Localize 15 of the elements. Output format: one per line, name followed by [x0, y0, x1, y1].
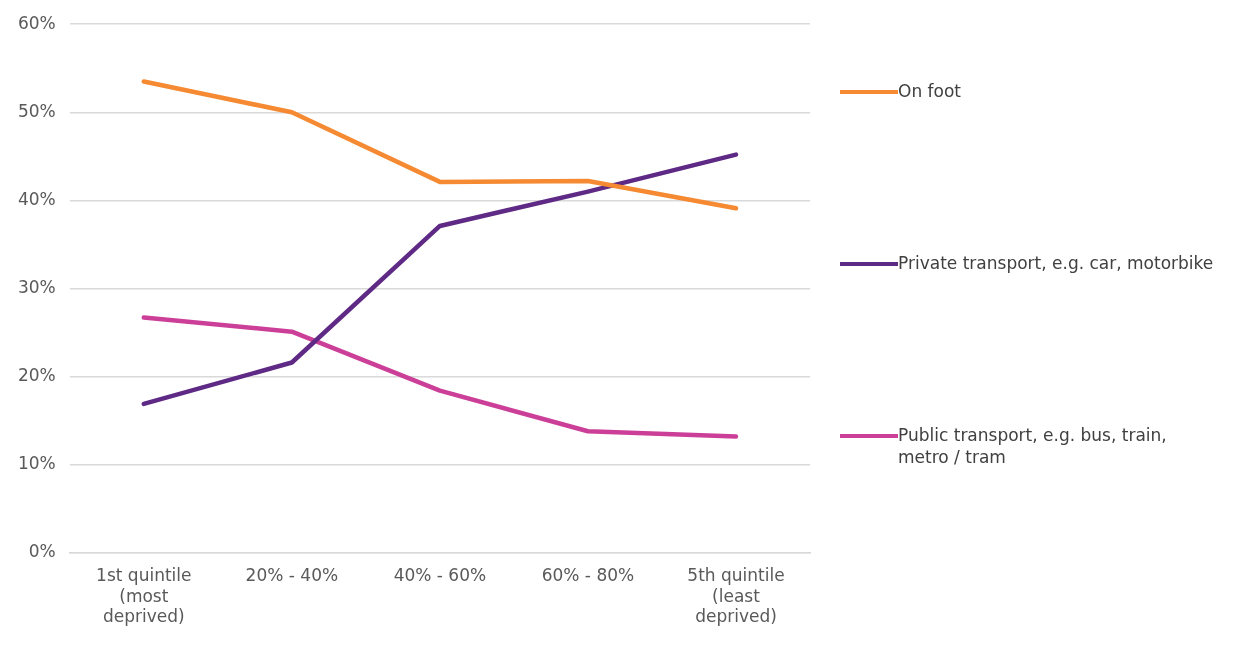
y-tick-label: 40% — [17, 188, 56, 209]
legend-label: Private transport, e.g. car, motorbike — [898, 252, 1214, 274]
x-tick-label: 60% - 80% — [541, 565, 635, 586]
x-tick-label: 20% - 40% — [245, 565, 339, 586]
y-tick-label: 0% — [28, 541, 56, 562]
legend-label: Public transport, e.g. bus, train, metro / tram — [898, 424, 1168, 468]
x-tick-label: 1st quintile (most deprived) — [96, 565, 192, 627]
y-tick-label: 50% — [17, 100, 56, 121]
y-tick-label: 30% — [17, 276, 56, 297]
x-tick-label: 40% - 60% — [393, 565, 487, 586]
y-tick-label: 10% — [17, 453, 56, 474]
x-tick-label: 5th quintile (least deprived) — [687, 565, 785, 627]
y-tick-label: 20% — [17, 365, 56, 386]
y-tick-label: 60% — [17, 12, 56, 33]
legend-label: On foot — [898, 80, 962, 102]
